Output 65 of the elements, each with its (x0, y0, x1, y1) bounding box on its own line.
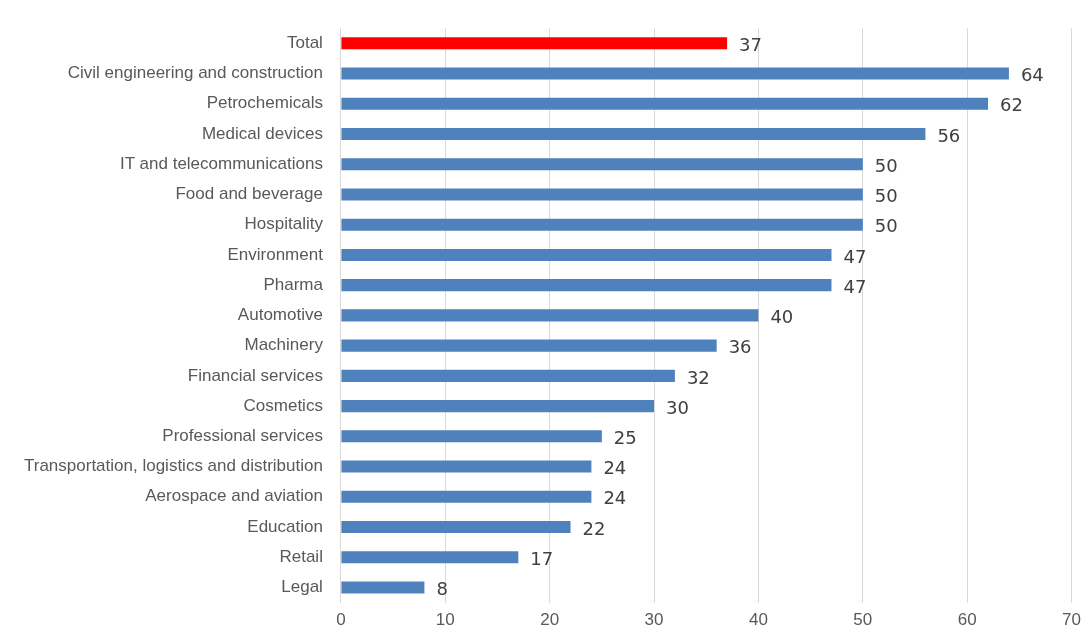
y-tick-label: Petrochemicals (206, 93, 323, 113)
x-tick-label: 30 (644, 610, 664, 630)
y-tick-label: IT and telecommunications (120, 153, 323, 173)
data-label: 25 (613, 427, 637, 448)
y-tick-label: Total (286, 33, 323, 52)
data-label: 50 (874, 215, 898, 237)
y-tick-label: Civil engineering and construction (67, 63, 323, 83)
data-label: 30 (666, 396, 689, 418)
data-label: 47 (843, 275, 867, 297)
y-tick-label: Cosmetics (243, 395, 323, 415)
bar (341, 218, 863, 231)
x-tick-label: 40 (748, 610, 768, 630)
data-label: 36 (728, 336, 752, 358)
bar (341, 490, 592, 503)
x-tick-label: 0 (336, 610, 346, 630)
data-label: 62 (1000, 94, 1023, 116)
data-label: 24 (603, 487, 627, 509)
y-tick-label: Financial services (187, 365, 323, 385)
bar (341, 581, 425, 594)
data-label: 32 (686, 366, 710, 388)
bar (341, 37, 728, 50)
bar (341, 158, 863, 171)
data-label: 56 (937, 124, 961, 146)
y-tick-label: Aerospace and aviation (145, 486, 323, 506)
data-label: 8 (436, 578, 448, 600)
bar (341, 67, 1009, 80)
y-tick-label: Food and beverage (175, 184, 323, 204)
bar (341, 551, 519, 564)
x-tick-label: 60 (957, 610, 977, 630)
y-tick-label: Hospitality (244, 214, 324, 234)
y-tick-label: Retail (279, 546, 323, 566)
bar (341, 520, 571, 534)
data-label: 50 (874, 154, 898, 176)
bar (341, 400, 655, 413)
bar (341, 309, 759, 322)
data-label: 40 (770, 306, 794, 328)
y-tick-label: Pharma (263, 274, 324, 294)
data-label: 50 (874, 185, 898, 207)
x-tick-label: 10 (435, 610, 455, 630)
bar (341, 188, 863, 201)
bar (341, 460, 592, 473)
bar (341, 279, 832, 292)
y-tick-label: Legal (281, 577, 323, 597)
x-tick-label: 20 (540, 610, 560, 630)
bar (341, 248, 832, 261)
y-tick-label: Professional services (162, 426, 323, 446)
y-tick-label: Machinery (244, 335, 324, 355)
bar (341, 339, 717, 352)
y-tick-label: Medical devices (201, 123, 323, 143)
y-tick-label: Environment (227, 244, 324, 264)
data-label: 37 (739, 33, 763, 55)
data-label: 24 (603, 457, 627, 479)
y-tick-label: Transportation, logistics and distribution (23, 456, 323, 476)
data-label: 47 (843, 245, 867, 267)
bar (341, 430, 602, 443)
bar (341, 127, 926, 141)
bar (341, 369, 675, 382)
data-label: 64 (1020, 64, 1044, 86)
y-tick-label: Automotive (237, 305, 323, 325)
x-tick-label: 50 (853, 610, 873, 630)
data-label: 22 (582, 517, 606, 539)
y-tick-label: Education (247, 516, 323, 536)
x-tick-label: 70 (1062, 610, 1082, 630)
data-label: 17 (530, 547, 554, 569)
bar (341, 97, 989, 110)
